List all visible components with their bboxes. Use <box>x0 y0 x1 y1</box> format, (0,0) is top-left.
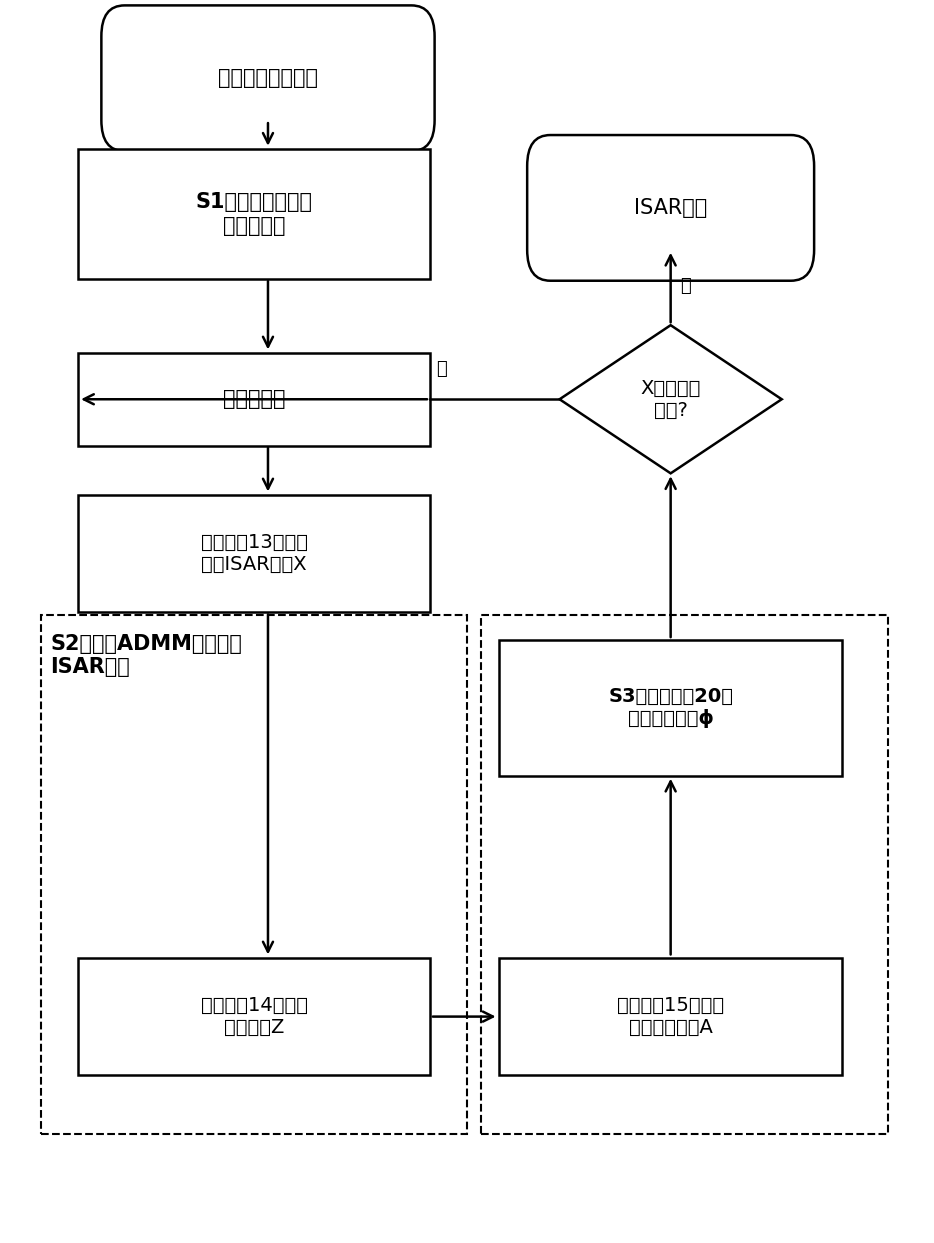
Text: 通过式（15）计算
拉格朗日乘子A: 通过式（15）计算 拉格朗日乘子A <box>617 996 724 1037</box>
FancyBboxPatch shape <box>527 135 814 281</box>
Text: 稀疏孔径雷达回波: 稀疏孔径雷达回波 <box>218 68 318 88</box>
Bar <box>41 615 467 1134</box>
Bar <box>78 149 430 278</box>
Text: S2：通过ADMM重构目标
ISAR图像: S2：通过ADMM重构目标 ISAR图像 <box>50 634 242 677</box>
Text: S3：通过式（20）
计算初相误差ϕ: S3：通过式（20） 计算初相误差ϕ <box>608 687 733 728</box>
Text: 是: 是 <box>680 277 690 295</box>
Text: X精度达到
要求?: X精度达到 要求? <box>641 379 700 420</box>
Bar <box>481 615 888 1134</box>
Text: 通过式（14）计算
辅助变量Z: 通过式（14）计算 辅助变量Z <box>201 996 307 1037</box>
Polygon shape <box>559 326 782 474</box>
Text: ISAR图像: ISAR图像 <box>634 198 707 218</box>
Bar <box>500 640 842 776</box>
Bar <box>78 958 430 1075</box>
Bar <box>78 353 430 445</box>
FancyBboxPatch shape <box>102 5 434 152</box>
Text: S1：对稀疏孔径雷
达回波建模: S1：对稀疏孔径雷 达回波建模 <box>195 193 313 236</box>
Bar <box>78 495 430 613</box>
Text: 参数初始化: 参数初始化 <box>223 389 286 409</box>
Text: 否: 否 <box>436 360 446 378</box>
Text: 通过式（13）计算
目标ISAR图像X: 通过式（13）计算 目标ISAR图像X <box>201 533 307 574</box>
Bar <box>500 958 842 1075</box>
